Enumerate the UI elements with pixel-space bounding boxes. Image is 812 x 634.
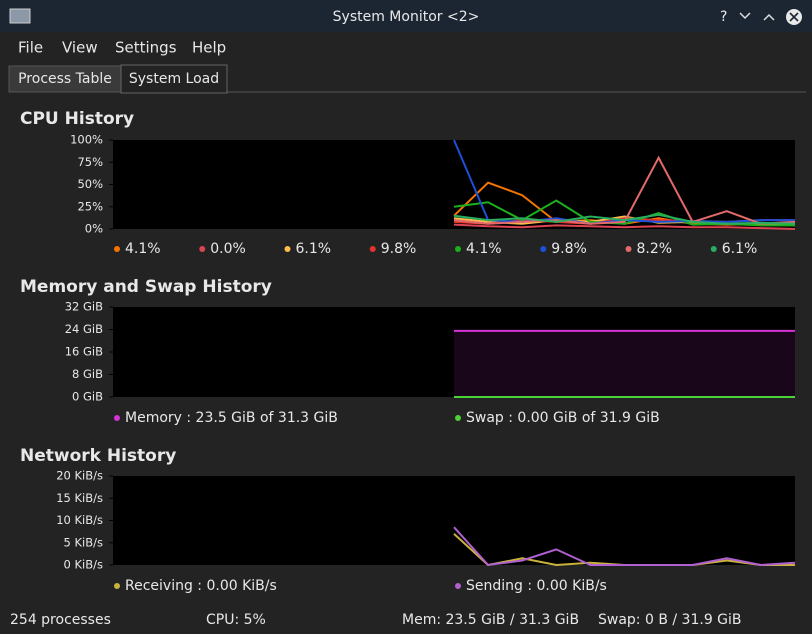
legend-dot — [455, 415, 461, 421]
series-area — [454, 330, 795, 397]
menu-item[interactable]: Settings — [115, 39, 177, 57]
y-tick-label: 75% — [77, 155, 103, 169]
legend-dot — [369, 246, 376, 252]
y-tick-label: 50% — [77, 177, 103, 191]
legend-label: 8.2% — [637, 241, 673, 257]
legend-label: 0.0% — [210, 241, 246, 257]
status-bar: 254 processes CPU: 5% Mem: 23.5 GiB / 31.3… — [10, 612, 742, 628]
y-tick-label: 10 KiB/s — [56, 513, 103, 527]
legend-label: Swap : 0.00 GiB of 31.9 GiB — [466, 410, 660, 426]
y-tick-label: 8 GiB — [72, 367, 103, 381]
legend-label: Sending : 0.00 KiB/s — [466, 578, 607, 594]
menu-item[interactable]: File — [18, 39, 43, 57]
status-item: CPU: 5% — [206, 612, 266, 628]
window-title: System Monitor <2> — [333, 9, 480, 25]
legend-dot — [710, 246, 717, 252]
legend-label: 4.1% — [125, 241, 161, 257]
legend-dot — [455, 583, 461, 589]
y-tick-label: 0 KiB/s — [64, 558, 103, 572]
legend-dot — [199, 246, 206, 252]
y-tick-label: 0% — [85, 222, 103, 236]
y-tick-label: 20 KiB/s — [56, 469, 103, 483]
legend-label: 9.8% — [381, 241, 417, 257]
legend-label: Receiving : 0.00 KiB/s — [125, 578, 277, 594]
legend-label: Memory : 23.5 GiB of 31.3 GiB — [125, 410, 338, 426]
series-line — [453, 223, 796, 230]
help-button[interactable]: ? — [720, 9, 727, 25]
legend-dot — [540, 246, 547, 252]
y-tick-label: 32 GiB — [65, 300, 103, 314]
y-tick-label: 24 GiB — [65, 322, 103, 336]
legend-dot — [114, 246, 120, 252]
chart-title: Memory and Swap History — [20, 277, 272, 297]
series-line — [453, 213, 796, 225]
y-tick-label: 15 KiB/s — [56, 491, 103, 505]
menu-item[interactable]: View — [62, 39, 98, 57]
maximize-button[interactable] — [763, 13, 775, 21]
legend-dot — [625, 246, 632, 252]
legend-dot — [114, 583, 120, 589]
menu-item[interactable]: Help — [192, 39, 226, 57]
status-item: Mem: 23.5 GiB / 31.3 GiB — [402, 612, 579, 628]
y-tick-label: 0 GiB — [72, 390, 103, 404]
legend-label: 4.1% — [466, 241, 502, 257]
series-line — [453, 155, 796, 225]
legend-label: 6.1% — [296, 241, 332, 257]
y-tick-label: 5 KiB/s — [64, 535, 103, 549]
legend-label: 6.1% — [722, 241, 758, 257]
menu-bar: File View Settings Help — [18, 39, 226, 57]
title-bar — [0, 0, 812, 32]
series-line — [453, 526, 796, 567]
legend-dot — [455, 246, 461, 252]
plot-area — [113, 140, 795, 229]
tab-label: System Load — [129, 71, 219, 87]
legend-label: 9.8% — [551, 241, 587, 257]
y-tick-label: 16 GiB — [65, 345, 103, 359]
status-item: Swap: 0 B / 31.9 GiB — [598, 612, 742, 628]
chart-title: Network History — [20, 446, 176, 466]
tab-bar: Process Table System Load — [8, 64, 228, 94]
y-tick-label: 100% — [70, 133, 103, 147]
charts: CPU History 0% 25% 50% 75% 100% 4.1% 0.0% 6.1% 9.… — [20, 109, 796, 594]
close-icon — [789, 12, 799, 22]
plot-area — [113, 476, 795, 565]
minimize-button[interactable] — [739, 12, 751, 20]
app-icon — [9, 8, 31, 24]
status-item: 254 processes — [10, 612, 111, 628]
tab-active[interactable] — [120, 64, 228, 94]
tab-label: Process Table — [18, 71, 112, 87]
plot-area — [113, 307, 795, 397]
legend-dot — [114, 415, 120, 421]
y-tick-label: 25% — [77, 199, 103, 213]
legend-dot — [284, 246, 291, 252]
chart-title: CPU History — [20, 109, 134, 129]
